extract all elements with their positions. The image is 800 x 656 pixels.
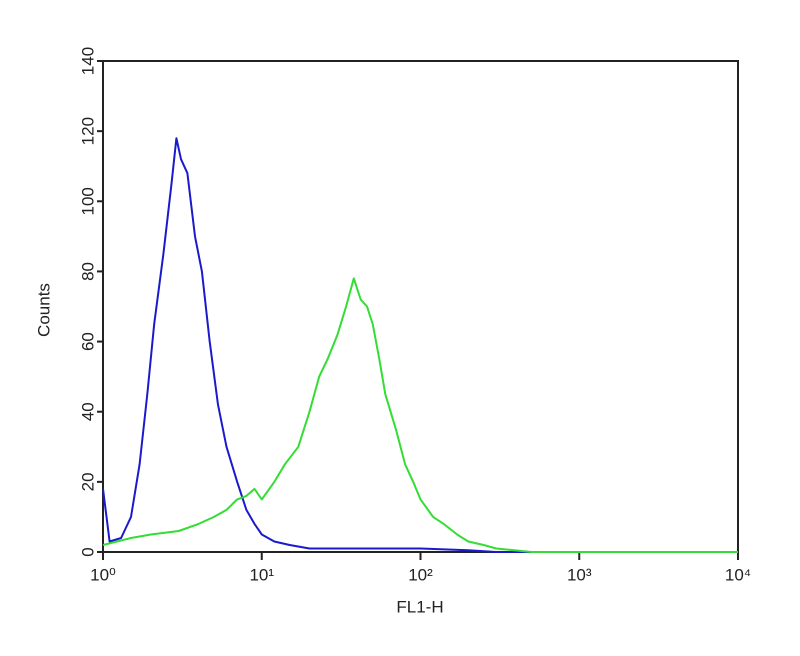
y-tick-label: 80 bbox=[78, 262, 97, 281]
plot-frame bbox=[102, 60, 739, 553]
x-tick-label: 10² bbox=[408, 565, 433, 584]
x-tick-label: 10¹ bbox=[249, 565, 274, 584]
y-tick-label: 100 bbox=[78, 187, 97, 215]
series-line bbox=[102, 277, 738, 553]
y-tick-label: 120 bbox=[78, 117, 97, 145]
x-axis-label: FL1-H bbox=[396, 597, 443, 616]
y-tick-label: 40 bbox=[78, 402, 97, 421]
y-tick-label: 20 bbox=[78, 472, 97, 491]
series-line bbox=[102, 137, 738, 553]
x-tick-label: 10⁰ bbox=[90, 565, 116, 584]
x-tick-label: 10³ bbox=[567, 565, 592, 584]
y-axis-label: Counts bbox=[34, 283, 53, 337]
y-tick-label: 140 bbox=[78, 47, 97, 75]
y-tick-label: 0 bbox=[78, 547, 97, 556]
x-tick-label: 10⁴ bbox=[725, 565, 751, 584]
y-tick-label: 60 bbox=[78, 332, 97, 351]
